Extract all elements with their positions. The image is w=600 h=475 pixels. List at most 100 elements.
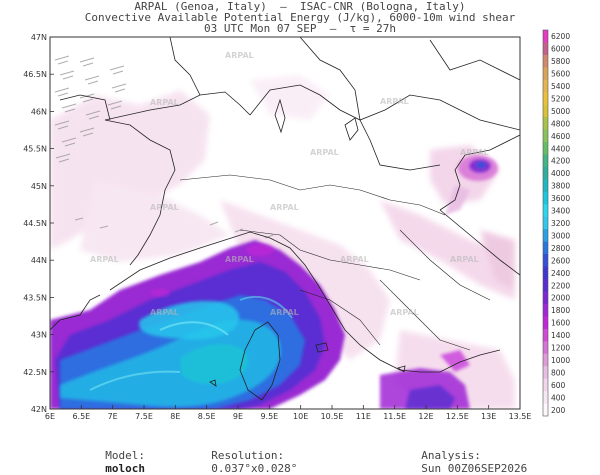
watermark: ARPAL xyxy=(90,255,119,264)
colorbar-label: 3600 xyxy=(551,194,570,203)
colorbar-label: 4800 xyxy=(551,119,570,128)
colorbar-swatch xyxy=(543,30,548,43)
colorbar-label: 4400 xyxy=(551,144,570,153)
footer-analysis: Analysis: Sun 00Z06SEP2026 xyxy=(408,436,527,475)
colorbar-swatch xyxy=(543,291,548,305)
colorbar-label: 5200 xyxy=(551,94,570,103)
colorbar-swatch xyxy=(543,316,548,330)
borders xyxy=(50,37,520,401)
colorbar-swatch xyxy=(543,328,548,342)
lon-tick-label: 12.5E xyxy=(446,412,469,421)
watermark: ARPAL xyxy=(380,97,409,106)
colorbar-label: 2000 xyxy=(551,294,570,303)
lat-tick-label: 45N xyxy=(31,182,47,191)
watermark: ARPAL xyxy=(390,308,419,317)
lat-tick-label: 46N xyxy=(31,107,47,116)
colorbar-swatch xyxy=(543,142,548,156)
colorbar-swatch xyxy=(543,42,548,56)
colorbar-swatch xyxy=(543,391,548,405)
colorbar-swatch xyxy=(543,378,548,392)
colorbar-label: 1400 xyxy=(551,331,570,340)
lon-tick-label: 12E xyxy=(418,412,433,421)
colorbar-label: 3200 xyxy=(551,219,570,228)
lon-tick-label: 6.5E xyxy=(72,412,90,421)
colorbar-label: 1600 xyxy=(551,319,570,328)
colorbar-label: 4000 xyxy=(551,169,570,178)
lon-tick-label: 10E xyxy=(293,412,308,421)
lat-tick-label: 43.5N xyxy=(23,293,47,302)
colorbar-swatch xyxy=(543,179,548,193)
colorbar-swatch xyxy=(543,129,548,143)
map-plot-area: ARPAL ARPAL ARPAL ARPAL ARPAL ARPAL ARPA… xyxy=(50,37,520,409)
sea-cape-shading xyxy=(50,240,470,409)
watermark: ARPAL xyxy=(225,255,254,264)
colorbar-swatch xyxy=(543,104,548,118)
colorbar-swatch xyxy=(543,67,548,81)
colorbar: 6200 6000 5800 5600 5400 5200 5000 4800 4600 4400… xyxy=(542,29,570,417)
colorbar-label: 5000 xyxy=(551,107,570,116)
watermark: ARPAL xyxy=(150,203,179,212)
footer-resolution: Resolution: 0.037°x0.028° xyxy=(198,436,297,475)
colorbar-label: 6000 xyxy=(551,45,570,54)
colorbar-label: 1800 xyxy=(551,306,570,315)
colorbar-label: 3400 xyxy=(551,207,570,216)
colorbar-label: 400 xyxy=(551,393,566,402)
colorbar-label: 1000 xyxy=(551,356,570,365)
title-line-2: Convective Available Potential Energy (J… xyxy=(84,11,516,24)
colorbar-swatch xyxy=(543,92,548,106)
lon-tick-label: 11.5E xyxy=(383,412,406,421)
watermark: ARPAL xyxy=(310,148,339,157)
colorbar-swatch xyxy=(543,266,548,280)
watermark: ARPAL xyxy=(150,98,179,107)
resolution-value: 0.037°x0.028° xyxy=(211,462,298,475)
lon-tick-label: 9.5E xyxy=(260,412,278,421)
longitude-axis: 6E 6.5E 7E 7.5E 8E 8.5E 9E 9.5E 10E 10.5E 11E 11.5E… xyxy=(45,405,532,421)
footer-model: Model: moloch xyxy=(92,436,145,475)
lon-tick-label: 13.5E xyxy=(509,412,532,421)
colorbar-label: 4600 xyxy=(551,132,570,141)
colorbar-swatch xyxy=(543,204,548,218)
lon-tick-label: 9E xyxy=(233,412,243,421)
watermark: ARPAL xyxy=(225,51,254,60)
watermark: ARPAL xyxy=(270,203,299,212)
lat-tick-label: 42N xyxy=(31,405,47,414)
colorbar-label: 2200 xyxy=(551,281,570,290)
lat-tick-label: 43N xyxy=(31,331,47,340)
colorbar-swatch xyxy=(543,303,548,317)
colorbar-swatch xyxy=(543,254,548,268)
colorbar-swatch xyxy=(543,403,548,417)
colorbar-label: 5800 xyxy=(551,57,570,66)
lat-tick-label: 42.5N xyxy=(23,368,47,377)
lat-tick-label: 47N xyxy=(31,33,47,42)
colorbar-swatch xyxy=(543,79,548,93)
colorbar-label: 800 xyxy=(551,368,566,377)
colorbar-label: 5400 xyxy=(551,82,570,91)
colorbar-label: 600 xyxy=(551,381,566,390)
model-value: moloch xyxy=(105,462,145,475)
colorbar-swatch xyxy=(543,166,548,180)
colorbar-swatch xyxy=(543,241,548,255)
adriatic-cape-cell xyxy=(445,155,498,215)
lon-tick-label: 13E xyxy=(481,412,496,421)
lat-tick-label: 46.5N xyxy=(23,70,47,79)
colorbar-swatch xyxy=(543,54,548,68)
watermarks: ARPAL ARPAL ARPAL ARPAL ARPAL ARPAL ARPA… xyxy=(90,51,489,317)
wind-barbs xyxy=(54,55,274,239)
watermark: ARPAL xyxy=(270,308,299,317)
lon-tick-label: 8.5E xyxy=(198,412,216,421)
lat-tick-label: 44N xyxy=(31,256,47,265)
colorbar-swatch xyxy=(543,154,548,168)
analysis-value: Sun 00Z06SEP2026 xyxy=(421,462,528,475)
colorbar-label: 3000 xyxy=(551,231,570,240)
colorbar-label: 6200 xyxy=(551,32,570,41)
lon-tick-label: 10.5E xyxy=(321,412,344,421)
colorbar-label: 4200 xyxy=(551,157,570,166)
resolution-label: Resolution: xyxy=(211,449,285,462)
analysis-label: Analysis: xyxy=(421,449,481,462)
colorbar-label: 1200 xyxy=(551,344,570,353)
colorbar-label: 3800 xyxy=(551,182,570,191)
weather-map: ARPAL ARPAL ARPAL ARPAL ARPAL ARPAL ARPA… xyxy=(23,29,570,421)
colorbar-label: 200 xyxy=(551,406,566,415)
model-label: Model: xyxy=(105,449,145,462)
lon-tick-label: 7.5E xyxy=(135,412,153,421)
